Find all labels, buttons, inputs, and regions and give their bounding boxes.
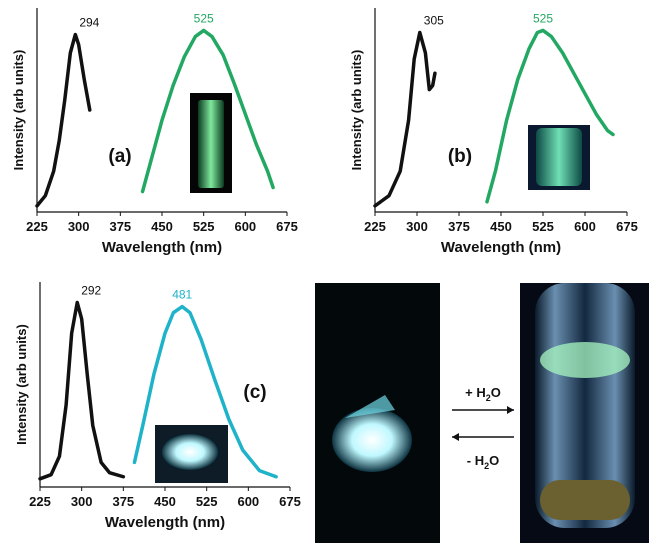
reaction-arrows: + H2O - H2O	[452, 385, 514, 471]
x-tick-label: 300	[71, 494, 93, 509]
y-axis-label: Intensity (arb units)	[14, 324, 29, 445]
x-tick-label: 675	[616, 219, 638, 234]
forward-label: + H2O	[465, 385, 501, 403]
x-tick-label: 225	[29, 494, 51, 509]
x-tick-label: 300	[68, 219, 90, 234]
photo-solid	[315, 283, 440, 543]
peak-label: 481	[172, 288, 192, 302]
x-tick-label: 375	[448, 219, 470, 234]
chart: 225 300 375 450 525 600 675 Wavelength (nm) Inte…	[14, 282, 301, 531]
y-axis-label: Intensity (arb units)	[349, 50, 364, 171]
backward-label: - H2O	[467, 453, 499, 471]
chart: 225 300 375 450 525 600 675 Wavelength (nm) Inte…	[11, 8, 298, 256]
x-tick-label: 225	[364, 219, 386, 234]
x-tick-label: 375	[109, 219, 131, 234]
inset-photo-c	[155, 425, 228, 483]
photo-vial	[520, 283, 649, 543]
y-axis-label: Intensity (arb units)	[11, 50, 26, 171]
x-tick-label: 525	[196, 494, 218, 509]
x-tick-label: 450	[154, 494, 176, 509]
inset-photo-b	[528, 125, 590, 190]
x-tick-label: 600	[234, 219, 256, 234]
series-line	[35, 32, 92, 208]
panel-label: (b)	[448, 146, 472, 167]
x-axis-label: Wavelength (nm)	[102, 239, 222, 256]
series-line	[373, 30, 437, 208]
x-tick-label: 375	[112, 494, 134, 509]
x-tick-label: 525	[532, 219, 554, 234]
series-line	[485, 28, 615, 204]
x-tick-label: 675	[279, 494, 301, 509]
panel-label: (c)	[243, 382, 266, 403]
inset-photo-a	[190, 93, 232, 193]
peak-label: 292	[81, 284, 101, 298]
x-tick-label: 600	[574, 219, 596, 234]
series-line	[38, 300, 126, 481]
chart: 225 300 375 450 525 600 675 Wavelength (nm) Inte…	[349, 8, 638, 256]
x-tick-label: 225	[26, 219, 48, 234]
peak-label: 525	[194, 11, 214, 25]
x-tick-label: 600	[237, 494, 259, 509]
x-axis-label: Wavelength (nm)	[105, 514, 225, 531]
series-line	[132, 304, 278, 479]
x-tick-label: 450	[490, 219, 512, 234]
peak-label: 305	[424, 13, 444, 27]
x-tick-label: 300	[406, 219, 428, 234]
panel-label: (a)	[108, 146, 131, 167]
x-tick-label: 525	[193, 219, 215, 234]
peak-label: 294	[79, 16, 99, 30]
x-axis-label: Wavelength (nm)	[441, 239, 561, 256]
x-tick-label: 450	[151, 219, 173, 234]
series-line	[140, 28, 275, 194]
peak-label: 525	[533, 11, 553, 25]
x-tick-label: 675	[276, 219, 298, 234]
